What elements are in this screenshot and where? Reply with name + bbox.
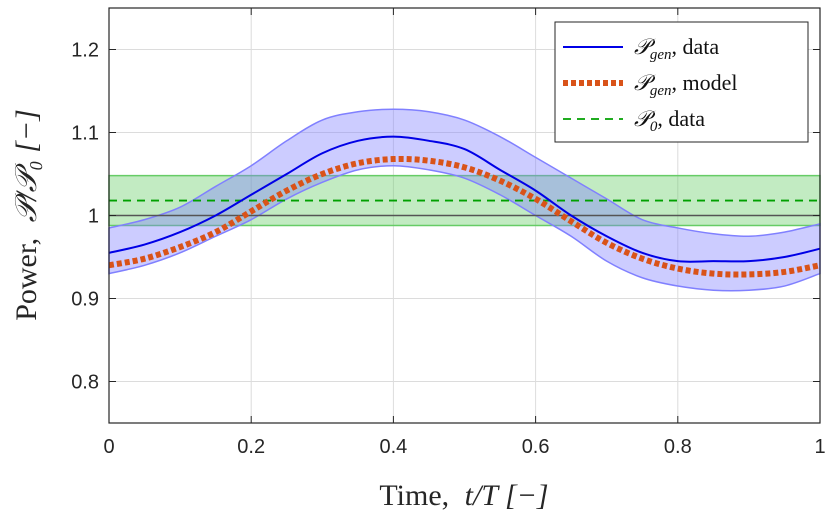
x-axis-title-math: t/T [−]	[465, 479, 549, 512]
x-tick-label: 0.6	[522, 436, 550, 458]
legend-items: 𝒫gen, data 𝒫gen, model 𝒫0, data	[563, 34, 738, 135]
legend-subscript: 0	[650, 119, 658, 135]
y-axis-title-prefix: Power,	[10, 238, 43, 321]
legend-suffix: , data	[657, 106, 705, 131]
series-line	[108, 155, 821, 278]
legend-subscript: gen	[650, 47, 672, 63]
y-axis-title: Power, 𝒫/𝒫₀ [−]	[10, 109, 43, 321]
legend-label: 𝒫gen, model	[634, 70, 738, 99]
y-tick-label: 1.1	[71, 123, 99, 145]
legend-label: 𝒫0, data	[634, 106, 705, 135]
x-tick-label: 0.8	[664, 436, 692, 458]
legend-suffix: , model	[672, 70, 738, 95]
x-tick-label: 0.2	[237, 436, 265, 458]
legend: 𝒫gen, data 𝒫gen, model 𝒫0, data	[554, 21, 809, 143]
y-tick-labels: 0.8 0.9 1 1.1 1.2	[71, 40, 99, 394]
y-tick-label: 0.9	[71, 289, 99, 311]
legend-subscript: gen	[650, 83, 672, 99]
x-tick-label: 1	[814, 436, 825, 458]
series-lines	[108, 135, 821, 278]
legend-suffix: , data	[672, 34, 720, 59]
x-axis-title-prefix: Time,	[379, 479, 449, 512]
y-tick-label: 1.2	[71, 40, 99, 62]
x-tick-label: 0	[103, 436, 114, 458]
y-tick-label: 0.8	[71, 372, 99, 394]
x-tick-labels: 0 0.2 0.4 0.6 0.8 1	[103, 436, 825, 458]
legend-label: 𝒫gen, data	[634, 34, 719, 63]
y-tick-label: 1	[88, 206, 99, 228]
x-axis-title: Time, t/T [−]	[379, 479, 548, 512]
series-line	[108, 135, 821, 263]
y-axis-title-math: 𝒫/𝒫₀ [−]	[10, 109, 43, 222]
tick-marks	[108, 8, 821, 423]
x-tick-label: 0.4	[379, 436, 407, 458]
